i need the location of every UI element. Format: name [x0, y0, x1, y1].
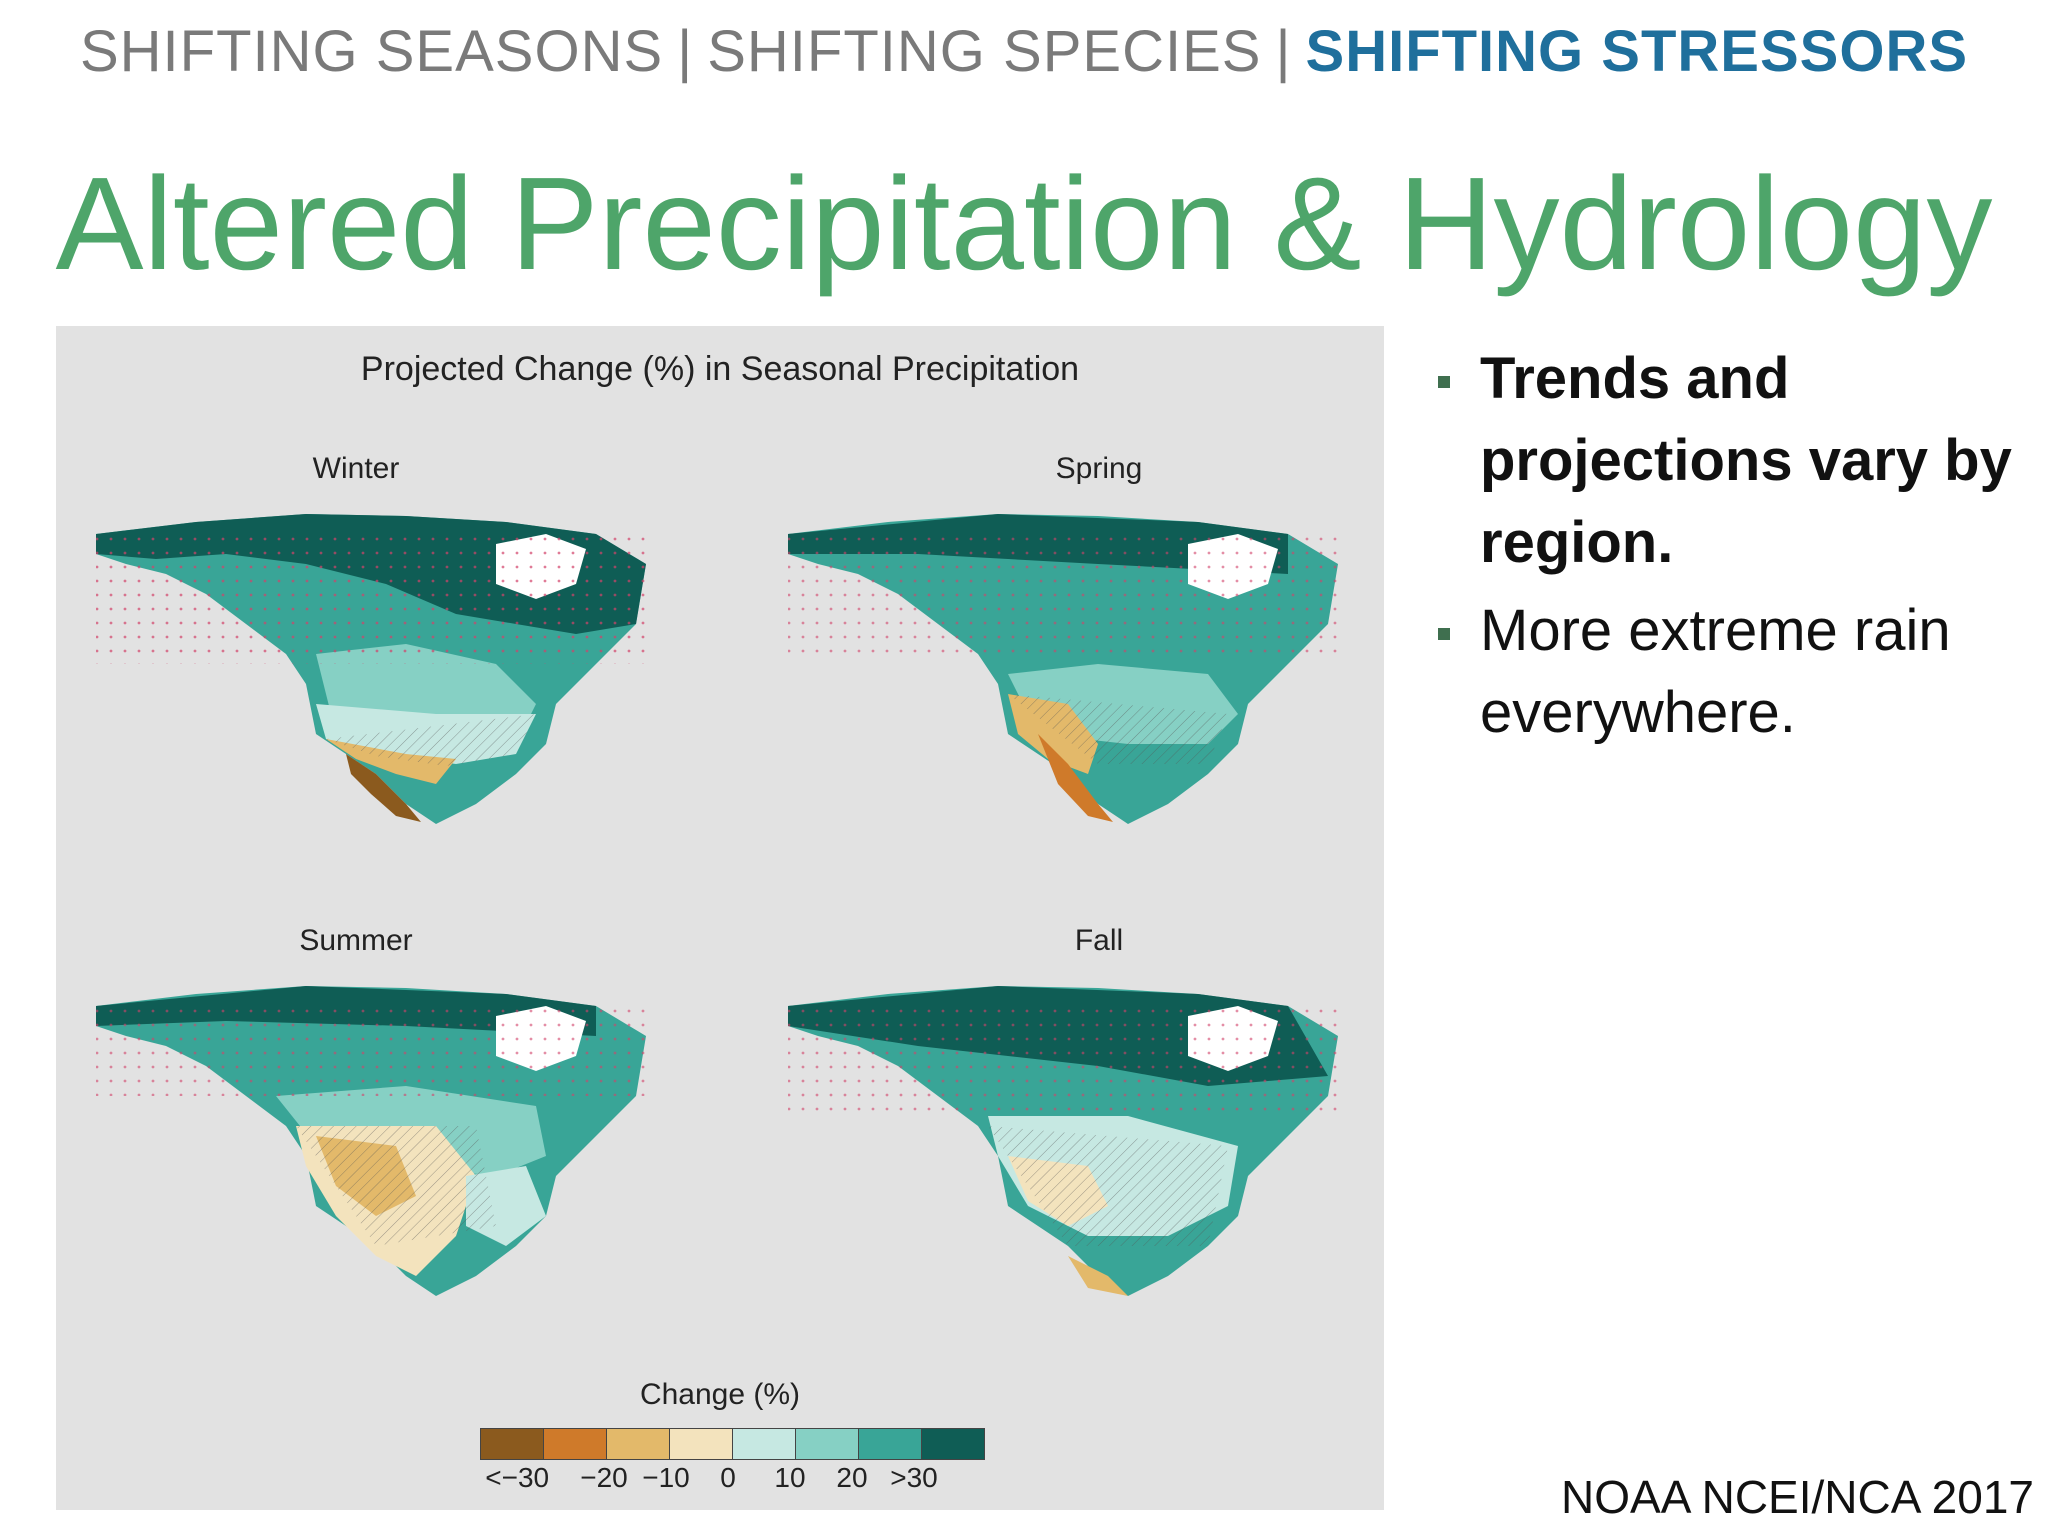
nav-item-shifting-stressors[interactable]: SHIFTING STRESSORS [1305, 19, 1969, 84]
legend-swatch [607, 1429, 670, 1459]
legend-tick-label: <−30 [485, 1462, 550, 1493]
legend-tick-label: 0 [720, 1462, 736, 1493]
nav-item-shifting-seasons[interactable]: SHIFTING SEASONS [79, 19, 664, 84]
legend-swatch [796, 1429, 859, 1459]
slide-title: Altered Precipitation & Hydrology [55, 150, 1993, 297]
season-label-fall: Fall [1074, 924, 1124, 957]
nav-separator: | [1275, 19, 1292, 84]
map-summer [96, 986, 646, 1296]
bullet-marker-icon [1438, 376, 1450, 388]
precipitation-figure: Projected Change (%) in Seasonal Precipi… [56, 326, 1384, 1510]
legend-title: Change (%) [639, 1378, 801, 1411]
bullet-text: Trends and projections vary by region. [1480, 346, 2012, 575]
legend-swatch [922, 1429, 984, 1459]
season-label-spring: Spring [1055, 452, 1143, 485]
season-label-summer: Summer [299, 924, 413, 957]
legend-swatch [670, 1429, 733, 1459]
bullet-text: More extreme rain everywhere. [1480, 598, 1951, 745]
legend-swatch [481, 1429, 544, 1459]
legend-tick-label: 20 [836, 1462, 868, 1493]
legend-swatch [733, 1429, 796, 1459]
figure-title: Projected Change (%) in Seasonal Precipi… [360, 350, 1080, 388]
season-label-winter: Winter [312, 452, 400, 485]
legend-tick-label: −20 [580, 1462, 628, 1493]
nav-separator: | [677, 19, 694, 84]
map-winter [96, 514, 646, 824]
map-spring [788, 514, 1338, 824]
bullet-list: Trends and projections vary by region. Mo… [1430, 338, 2020, 754]
nav-item-shifting-species[interactable]: SHIFTING SPECIES [707, 19, 1262, 84]
legend-color-bar [480, 1428, 985, 1460]
legend-tick-label: >30 [890, 1462, 938, 1493]
legend-tick-label: −10 [642, 1462, 690, 1493]
map-fall [788, 986, 1338, 1296]
legend-tick-label: 10 [774, 1462, 806, 1493]
section-nav: SHIFTING SEASONS | SHIFTING SPECIES | SHIFTI… [0, 18, 2048, 85]
source-credit: NOAA NCEI/NCA 2017 [1561, 1471, 2034, 1523]
bullet-item: Trends and projections vary by region. [1430, 338, 2020, 584]
legend-swatch [859, 1429, 922, 1459]
legend-swatch [544, 1429, 607, 1459]
bullet-marker-icon [1438, 628, 1450, 640]
bullet-item: More extreme rain everywhere. [1430, 590, 2020, 754]
